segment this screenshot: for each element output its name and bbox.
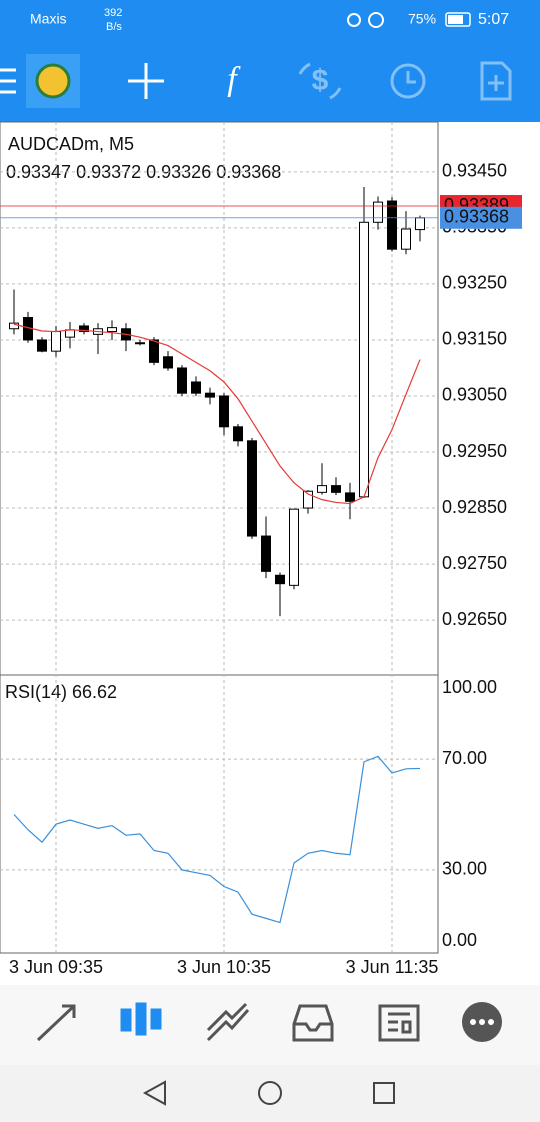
rsi-line	[13, 755, 421, 924]
battery-fill	[448, 15, 463, 24]
system-nav-buttons	[142, 1080, 395, 1106]
ohlc-readout: 0.93347 0.93372 0.93326 0.93368	[6, 162, 281, 182]
eye-icon	[347, 13, 361, 27]
recents-button[interactable]	[373, 1082, 395, 1104]
objects-button[interactable]	[480, 61, 512, 101]
trade-button[interactable]: $	[298, 62, 342, 100]
chat-tab[interactable]	[462, 1002, 502, 1042]
candle-body	[331, 485, 341, 493]
y-tick-label: 70.00	[442, 748, 487, 768]
candle-body	[149, 339, 159, 363]
bid-line-label: 0.93368	[444, 207, 509, 227]
menu-button[interactable]	[0, 68, 16, 94]
y-tick-label: 0.93250	[442, 273, 507, 293]
symbol-title: AUDCADm, M5	[8, 134, 134, 154]
bottom-nav-icons	[36, 1002, 502, 1042]
clock: 5:07	[478, 11, 509, 28]
x-tick-label: 3 Jun 09:35	[9, 957, 103, 977]
candle-body	[37, 339, 47, 352]
y-tick-label: 0.93150	[442, 329, 507, 349]
x-tick-label: 3 Jun 11:35	[346, 957, 439, 977]
candle-body	[177, 367, 187, 394]
battery-level: 75%	[408, 11, 436, 27]
y-tick-label: 0.93450	[442, 161, 507, 181]
candle-body	[247, 440, 257, 537]
chart-tab[interactable]	[120, 1002, 162, 1036]
x-tick-label: 3 Jun 10:35	[177, 957, 271, 977]
home-button[interactable]	[258, 1081, 282, 1105]
net-speed: 392	[104, 7, 122, 19]
toolbar: f $	[0, 54, 512, 108]
candle-body	[79, 325, 89, 333]
trade-tab[interactable]	[206, 1002, 250, 1042]
svg-text:$: $	[312, 64, 329, 97]
candle-body	[107, 327, 117, 333]
candle-body	[9, 322, 19, 330]
candle-body	[163, 356, 173, 369]
bottom-nav	[0, 985, 540, 1065]
candle-body	[191, 381, 201, 394]
candle-body	[135, 342, 145, 345]
carrier: Maxis	[30, 11, 67, 27]
y-tick-label: 0.92750	[442, 553, 507, 573]
y-tick-label: 0.92950	[442, 441, 507, 461]
candle-body	[205, 392, 215, 398]
candle-body	[317, 485, 327, 493]
candle-body	[359, 221, 369, 498]
alarm-icon	[368, 12, 384, 28]
candle-body	[345, 492, 355, 502]
bid-line-tag	[440, 206, 522, 229]
system-nav	[0, 1065, 540, 1122]
crosshair-button[interactable]	[128, 63, 164, 99]
y-tick-label: 0.92850	[442, 497, 507, 517]
candle-body	[261, 535, 271, 572]
candle-body	[51, 331, 61, 352]
y-tick-label: 0.00	[442, 930, 477, 950]
candle-body	[65, 329, 75, 338]
y-tick-label: 0.92650	[442, 609, 507, 629]
logo-mark	[35, 63, 71, 99]
candle-body	[275, 574, 285, 585]
candle-body	[233, 426, 243, 442]
rsi-title: RSI(14) 66.62	[5, 682, 117, 702]
candle-body	[387, 200, 397, 250]
candle-body	[289, 508, 299, 586]
history-tab[interactable]	[292, 1004, 334, 1042]
news-tab[interactable]	[378, 1004, 420, 1042]
net-speed-unit: B/s	[106, 21, 122, 33]
y-tick-label: 0.93050	[442, 385, 507, 405]
y-tick-label: 100.00	[442, 677, 497, 697]
candle-body	[219, 395, 229, 428]
battery-icon	[445, 12, 471, 27]
chart-frame	[0, 121, 439, 954]
candle-body	[303, 490, 313, 509]
candle-body	[401, 228, 411, 250]
quotes-tab[interactable]	[36, 1004, 76, 1042]
period-button[interactable]	[390, 63, 426, 99]
moving-average	[13, 323, 421, 505]
y-tick-label: 30.00	[442, 859, 487, 879]
back-button[interactable]	[142, 1080, 166, 1106]
candle-body	[373, 201, 383, 223]
candle-body	[415, 217, 425, 231]
